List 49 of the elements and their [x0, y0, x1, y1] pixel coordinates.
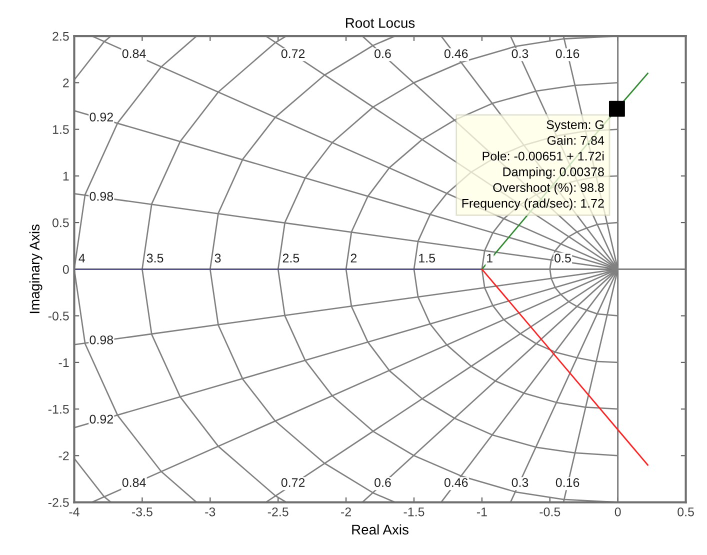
- annotation: 0.92: [90, 112, 113, 122]
- annotation: 4: [78, 254, 85, 262]
- annotation: 0.3: [512, 49, 528, 58]
- x-tick-label: -4: [69, 508, 80, 516]
- y-tick-label: 1.5: [52, 125, 69, 134]
- chart-title: Root Locus: [346, 18, 415, 28]
- annotation: System: G Gain: 7.84 Pole: -0.00651 + 1.72i Damping: 0.00378 Overshoot (%): 98.8 Frequency (rad/sec): 1.72: [462, 120, 604, 210]
- x-tick-label: -3.5: [132, 507, 152, 516]
- annotation: 0.92: [90, 414, 113, 424]
- annotation: 0.5: [554, 254, 571, 263]
- x-axis-title: Real Axis: [352, 524, 408, 535]
- x-tick-label: 0: [614, 507, 621, 516]
- y-tick-label: -0.5: [48, 312, 69, 320]
- y-tick-label: 2: [63, 78, 69, 88]
- annotation: 0.46: [444, 478, 468, 487]
- y-tick-label: 0: [62, 264, 69, 274]
- annotation: 3: [214, 254, 221, 263]
- x-tick-label: -2.5: [268, 507, 288, 516]
- annotation: 0.16: [556, 49, 580, 58]
- y-tick-label: 0.5: [52, 218, 69, 228]
- y-tick-label: -1.5: [48, 404, 69, 414]
- x-tick-label: -2: [341, 507, 351, 516]
- y-tick-label: -1: [58, 358, 69, 367]
- annotation: 0.84: [122, 49, 146, 58]
- x-tick-label: -1: [476, 508, 487, 516]
- annotation: 0.16: [556, 478, 580, 487]
- y-tick-label: 1: [63, 172, 69, 180]
- annotation: 2.5: [282, 254, 300, 263]
- y-tick-label: -2.5: [48, 498, 69, 507]
- annotation: 1.5: [419, 254, 436, 263]
- annotation: 0.72: [281, 478, 305, 487]
- annotation: 0.6: [374, 478, 391, 487]
- x-tick-label: -3: [205, 507, 216, 516]
- x-tick-label: -1.5: [404, 508, 424, 516]
- annotation: 0.98: [90, 335, 114, 344]
- y-axis-title: Imaginary Axis: [29, 224, 42, 314]
- annotation: 0.46: [444, 49, 468, 58]
- annotation: 0.98: [90, 192, 114, 201]
- annotation: 0.3: [512, 478, 528, 487]
- annotation: 0.72: [281, 49, 305, 58]
- annotation: 3.5: [146, 254, 164, 263]
- y-tick-label: 2.5: [52, 32, 69, 41]
- x-tick-label: -0.5: [540, 507, 560, 516]
- annotation: 1: [487, 254, 492, 262]
- annotation: 2: [350, 254, 357, 262]
- annotation: 0.6: [374, 49, 391, 58]
- y-tick-label: -2: [58, 451, 69, 460]
- annotation: 0.84: [122, 478, 146, 487]
- x-tick-label: 0.5: [678, 507, 694, 516]
